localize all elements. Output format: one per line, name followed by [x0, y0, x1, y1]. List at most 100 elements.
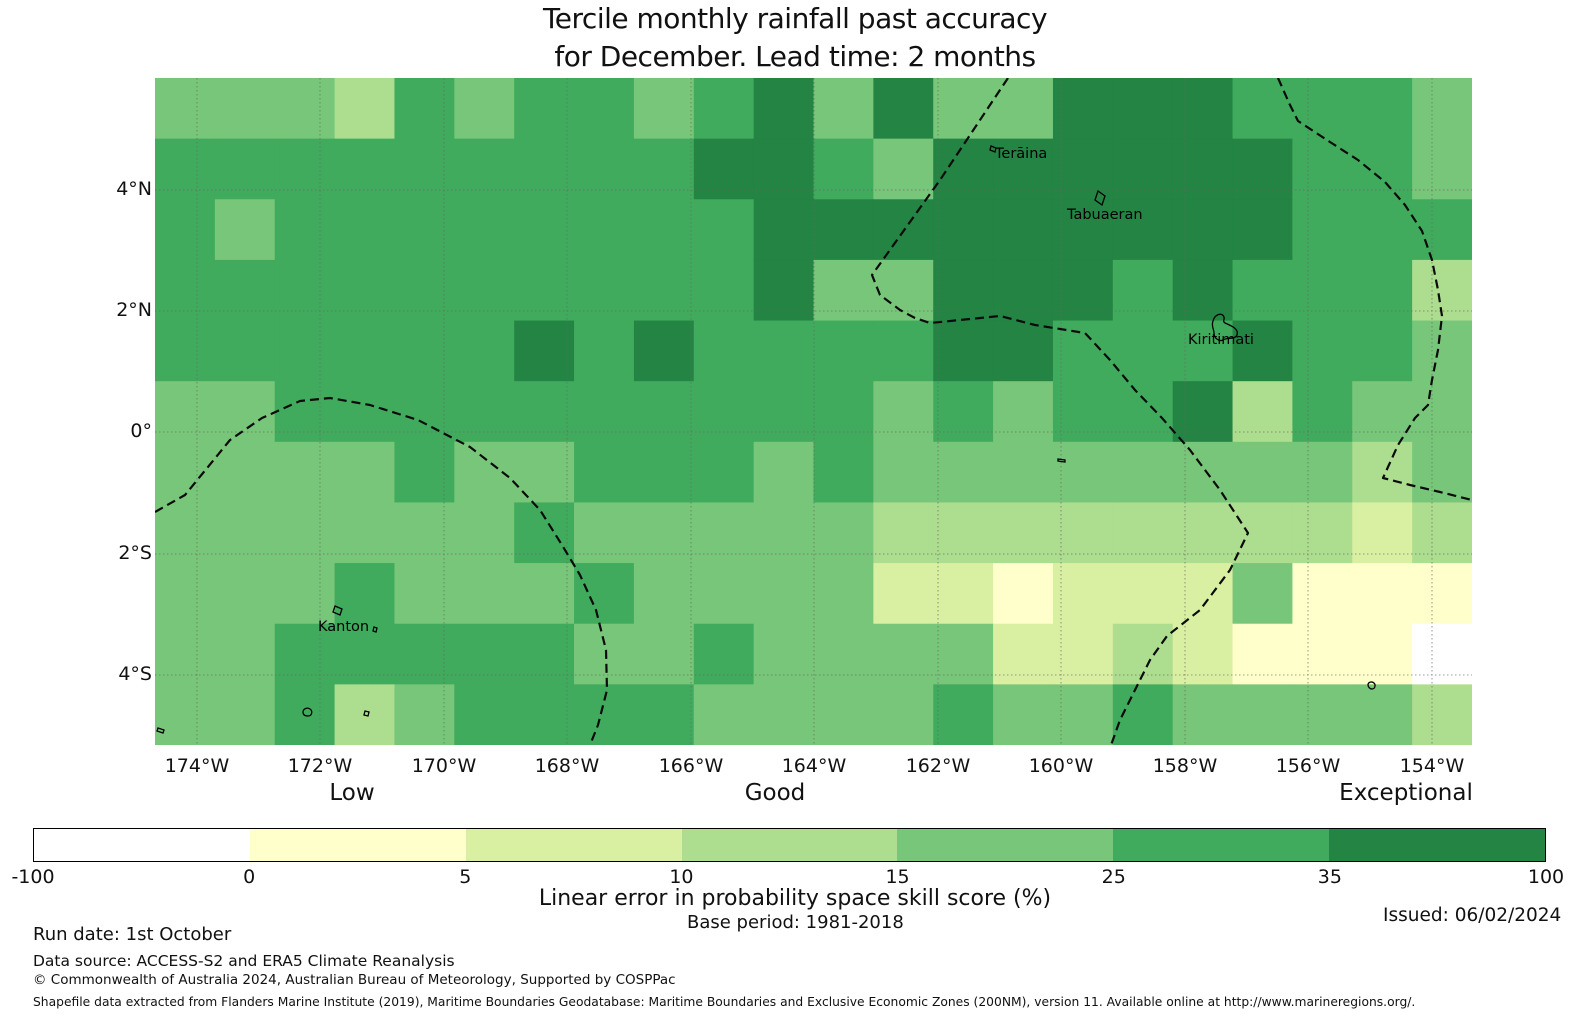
- heatmap-cell: [155, 502, 216, 564]
- heatmap-cell: [873, 320, 934, 382]
- islet-dot-2-glyph: [363, 710, 370, 717]
- heatmap-cell: [214, 563, 276, 625]
- eez-boundary-lines: [155, 78, 1472, 745]
- heatmap-cell: [454, 381, 515, 443]
- lon-tick-label: 172°W: [287, 755, 353, 777]
- lon-tick-label: 156°W: [1275, 755, 1341, 777]
- heatmap-cell: [1352, 320, 1413, 382]
- lon-tick-label: 162°W: [905, 755, 971, 777]
- heatmap-cell: [155, 320, 216, 382]
- heatmap-cell: [334, 259, 395, 322]
- heatmap-cell: [693, 563, 755, 625]
- heatmap-cell: [873, 381, 934, 443]
- heatmap-cell: [274, 199, 336, 261]
- colorbar-tick-label: 10: [669, 866, 694, 888]
- heatmap-cell: [1052, 441, 1114, 503]
- heatmap-cell: [514, 502, 575, 564]
- island-label: Kiritimati: [1188, 332, 1254, 348]
- heatmap-cell: [753, 441, 814, 503]
- heatmap-cell: [1292, 563, 1353, 625]
- heatmap-cell: [214, 441, 276, 503]
- heatmap-cell: [155, 441, 216, 503]
- heatmap-cell: [1052, 259, 1114, 322]
- data-source-text: Data source: ACCESS-S2 and ERA5 Climate …: [33, 952, 455, 970]
- colorbar-segment-4: [897, 829, 1114, 861]
- heatmap-cell: [933, 441, 994, 503]
- heatmap-cell: [1292, 502, 1353, 564]
- heatmap-cell: [514, 78, 575, 140]
- heatmap-cell: [753, 623, 814, 685]
- heatmap-cell: [1112, 199, 1174, 261]
- heatmap-cell: [334, 78, 395, 140]
- heatmap-cell: [1112, 563, 1174, 625]
- heatmap-cell: [993, 381, 1054, 443]
- heatmap-cell: [933, 563, 994, 625]
- heatmap-cell: [1352, 138, 1413, 200]
- heatmap-cell: [214, 199, 276, 261]
- heatmap-cell: [1052, 78, 1114, 140]
- heatmap-cell: [993, 441, 1054, 503]
- heatmap-cell: [574, 623, 635, 685]
- heatmap-cell: [454, 563, 515, 625]
- heatmap-cell: [1232, 138, 1293, 200]
- eez-boundary: [155, 396, 609, 745]
- heatmap-cell: [813, 320, 874, 382]
- heatmap-cell: [1232, 502, 1293, 564]
- heatmap-cell: [693, 138, 755, 200]
- heatmap-cell: [813, 502, 874, 564]
- heatmap-cell: [813, 381, 874, 443]
- heatmap-cell: [454, 320, 515, 382]
- graticule-gridlines: [155, 78, 1472, 745]
- lon-tick-label: 168°W: [534, 755, 600, 777]
- heatmap-cell: [633, 684, 695, 745]
- heatmap-cell: [693, 502, 755, 564]
- heatmap-cell: [1292, 259, 1353, 322]
- heatmap-cell: [1172, 563, 1234, 625]
- lon-tick-label: 160°W: [1028, 755, 1094, 777]
- heatmap-cell: [753, 78, 814, 140]
- heatmap-cell: [454, 199, 515, 261]
- heatmap-cell: [1232, 320, 1293, 382]
- lat-tick-label: 4°N: [116, 178, 152, 200]
- kanton-island-glyph: [332, 605, 343, 616]
- heatmap-cell: [633, 320, 695, 382]
- heatmap-cell: [574, 502, 635, 564]
- heatmap-cell: [1412, 138, 1472, 200]
- heatmap-cell: [693, 623, 755, 685]
- heatmap-cell: [813, 138, 874, 200]
- heatmap-cell: [155, 684, 216, 745]
- heatmap-cell: [214, 684, 276, 745]
- island-label: Kanton: [318, 619, 369, 635]
- island-outlines: [156, 145, 1376, 734]
- heatmap-cell: [813, 199, 874, 261]
- heatmap-cell: [214, 623, 276, 685]
- heatmap-cell: [993, 623, 1054, 685]
- heatmap-cell: [155, 381, 216, 443]
- heatmap-cell: [1352, 381, 1413, 443]
- heatmap-cell: [1172, 623, 1234, 685]
- heatmap-cell: [1172, 502, 1234, 564]
- heatmap-cell: [693, 381, 755, 443]
- heatmap-cell: [514, 381, 575, 443]
- heatmap-cell: [1232, 199, 1293, 261]
- heatmap-cell: [1112, 441, 1174, 503]
- heatmap-cell: [454, 623, 515, 685]
- heatmap-cell: [1172, 684, 1234, 745]
- colorbar-tick-label: 25: [1101, 866, 1126, 888]
- heatmap-cell: [574, 78, 635, 140]
- heatmap-cell: [993, 684, 1054, 745]
- heatmap-cell: [274, 78, 336, 140]
- shapefile-note-text: Shapefile data extracted from Flanders M…: [33, 995, 1416, 1009]
- heatmap-cell: [1412, 381, 1472, 443]
- heatmap-cell: [693, 441, 755, 503]
- heatmap-cell: [394, 684, 455, 745]
- teraina-island-glyph: [989, 145, 997, 153]
- heatmap-cell: [1052, 623, 1114, 685]
- heatmap-cell: [1112, 502, 1174, 564]
- heatmap-cell: [334, 381, 395, 443]
- heatmap-cell: [1292, 320, 1353, 382]
- lon-tick-label: 174°W: [164, 755, 230, 777]
- eez-boundary: [870, 78, 1250, 745]
- heatmap-cell: [693, 259, 755, 322]
